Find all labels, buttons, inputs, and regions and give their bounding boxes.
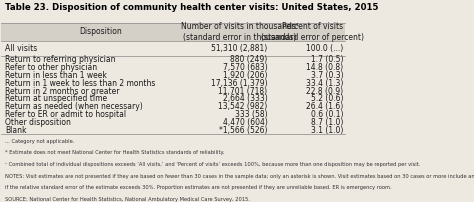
Text: 2,664 (333): 2,664 (333) (223, 95, 268, 103)
Text: 4,470 (604): 4,470 (604) (223, 118, 268, 127)
Text: 7,570 (683): 7,570 (683) (223, 63, 268, 72)
Text: 3.7 (0.3): 3.7 (0.3) (310, 71, 343, 80)
Text: Percent of visits
(standard error of percent): Percent of visits (standard error of per… (261, 22, 364, 42)
Text: Return in less than 1 week: Return in less than 1 week (5, 71, 107, 80)
Text: 880 (249): 880 (249) (230, 56, 268, 64)
Text: Disposition: Disposition (80, 27, 122, 36)
Text: 333 (58): 333 (58) (235, 110, 268, 119)
Text: 26.4 (1.6): 26.4 (1.6) (306, 102, 343, 111)
Text: * Estimate does not meet National Center for Health Statistics standards of reli: * Estimate does not meet National Center… (5, 150, 224, 155)
Text: 51,310 (2,881): 51,310 (2,881) (211, 44, 268, 53)
Text: Table 23. Disposition of community health center visits: United States, 2015: Table 23. Disposition of community healt… (5, 3, 378, 12)
Text: Return in 2 months or greater: Return in 2 months or greater (5, 87, 119, 96)
Text: Other disposition: Other disposition (5, 118, 71, 127)
Text: 22.8 (0.9): 22.8 (0.9) (306, 87, 343, 96)
Text: Return as needed (when necessary): Return as needed (when necessary) (5, 102, 143, 111)
Text: 1,920 (206): 1,920 (206) (223, 71, 268, 80)
Text: 17,136 (1,379): 17,136 (1,379) (211, 79, 268, 88)
Text: All visits: All visits (5, 44, 37, 53)
Text: 14.8 (0.8): 14.8 (0.8) (306, 63, 343, 72)
Text: Return in 1 week to less than 2 months: Return in 1 week to less than 2 months (5, 79, 155, 88)
Text: 8.7 (1.0): 8.7 (1.0) (311, 118, 343, 127)
Text: NOTES: Visit estimates are not presented if they are based on fewer than 30 case: NOTES: Visit estimates are not presented… (5, 174, 474, 179)
Text: Return to referring physician: Return to referring physician (5, 56, 115, 64)
Text: if the relative standard error of the estimate exceeds 30%. Proportion estimates: if the relative standard error of the es… (5, 185, 392, 190)
Text: SOURCE: National Center for Health Statistics, National Ambulatory Medical Care : SOURCE: National Center for Health Stati… (5, 197, 250, 202)
Text: *1,566 (526): *1,566 (526) (219, 126, 268, 135)
Text: Blank: Blank (5, 126, 27, 135)
Text: 13,542 (982): 13,542 (982) (219, 102, 268, 111)
Text: 1.7 (0.5): 1.7 (0.5) (310, 56, 343, 64)
Text: ¹ Combined total of individual dispositions exceeds ‘All visits,’ and ‘Percent o: ¹ Combined total of individual dispositi… (5, 162, 420, 167)
Text: Refer to other physician: Refer to other physician (5, 63, 97, 72)
Text: Number of visits in thousands¹
(standard error in thousands): Number of visits in thousands¹ (standard… (181, 22, 299, 42)
Text: 5.2 (0.6): 5.2 (0.6) (310, 95, 343, 103)
Text: 11,701 (718): 11,701 (718) (219, 87, 268, 96)
Text: 33.4 (1.3): 33.4 (1.3) (306, 79, 343, 88)
Text: Return at unspecified time: Return at unspecified time (5, 95, 107, 103)
Text: Refer to ER or admit to hospital: Refer to ER or admit to hospital (5, 110, 126, 119)
Bar (1, 23, 345, 41)
Text: 0.6 (0.1): 0.6 (0.1) (310, 110, 343, 119)
Text: 100.0 (...): 100.0 (...) (306, 44, 343, 53)
Text: 3.1 (1.0): 3.1 (1.0) (311, 126, 343, 135)
Text: ... Category not applicable.: ... Category not applicable. (5, 139, 74, 144)
